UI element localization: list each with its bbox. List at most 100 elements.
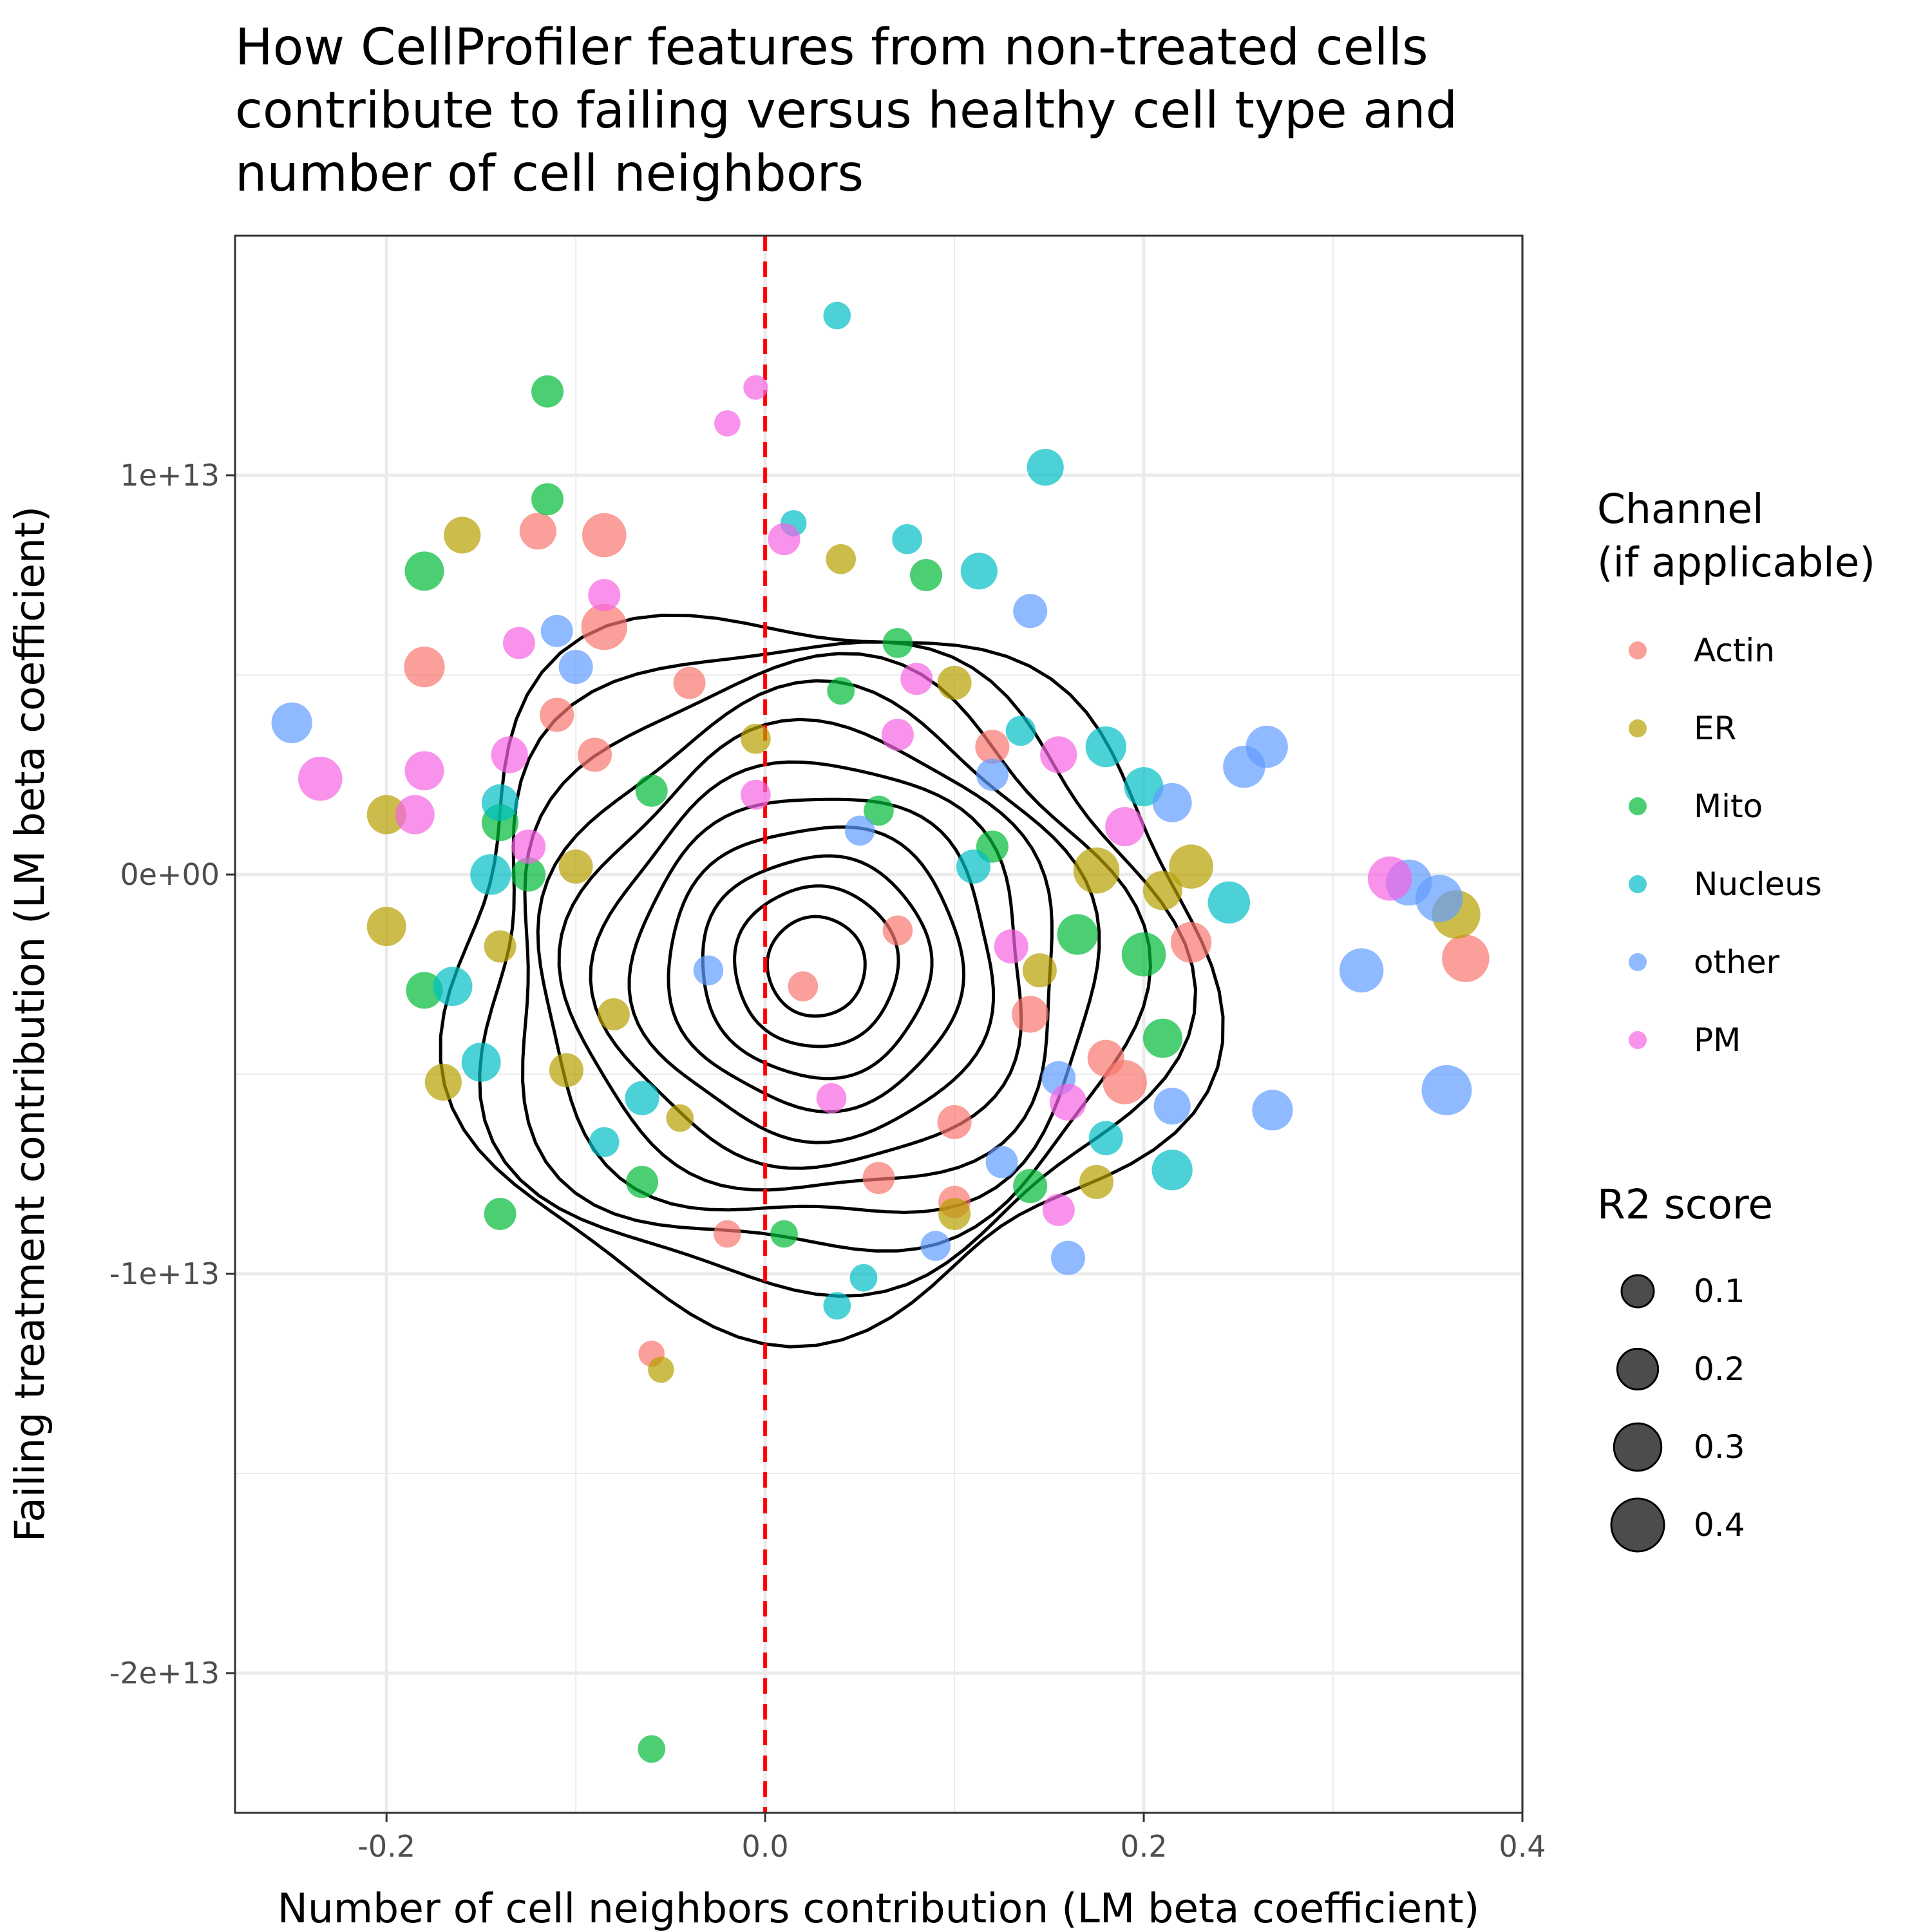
chart-title: How CellProfiler features from non-treat… [235, 19, 1457, 203]
size-legend-title: R2 score [1597, 1181, 1773, 1228]
density-contour [667, 825, 966, 1114]
data-point [1208, 881, 1251, 924]
y-tick-label: 1e+13 [120, 458, 220, 493]
size-legend-label: 0.3 [1694, 1428, 1745, 1466]
x-axis: -0.2 0.0 0.2 0.4 [357, 1813, 1546, 1864]
data-point [1073, 848, 1120, 894]
data-point [433, 967, 473, 1007]
data-point [1050, 1240, 1085, 1275]
size-legend-label: 0.1 [1694, 1273, 1745, 1310]
y-axis: 1e+13 0e+00 -1e+13 -2e+13 [109, 458, 235, 1690]
color-legend-items: Actin ER Mito Nucleus other PM [1629, 632, 1822, 1059]
data-point [1027, 449, 1064, 486]
data-point [635, 774, 668, 807]
legend-label: Actin [1694, 632, 1775, 669]
data-point [938, 1198, 971, 1230]
legend-label: Mito [1694, 788, 1763, 825]
title-line-1: How CellProfiler features from non-treat… [235, 19, 1428, 77]
data-point [693, 955, 724, 986]
data-point [1005, 715, 1036, 746]
data-point [1087, 1039, 1124, 1077]
legend-label: Nucleus [1694, 866, 1822, 903]
data-point [1142, 1018, 1182, 1058]
density-contour [733, 884, 900, 1048]
data-point [920, 1231, 951, 1261]
density-contour [765, 914, 867, 1018]
x-axis-title: Number of cell neighbors contribution (L… [278, 1885, 1480, 1932]
color-legend-title-line-1: Channel [1597, 486, 1764, 533]
data-point [648, 1356, 674, 1383]
data-point [1057, 914, 1098, 955]
data-point [1142, 871, 1182, 911]
data-point [366, 795, 406, 835]
size-legend-items: 0.1 0.2 0.3 0.4 [1610, 1273, 1745, 1553]
data-point [1105, 807, 1145, 847]
size-legend-key [1613, 1422, 1663, 1472]
data-point [743, 375, 768, 400]
title-line-3: number of cell neighbors [235, 145, 864, 203]
data-point [638, 1735, 666, 1763]
data-point [1042, 1193, 1075, 1226]
data-point [1022, 953, 1057, 988]
data-point [540, 614, 573, 647]
data-point [511, 829, 546, 864]
data-point [768, 523, 800, 556]
data-point [881, 719, 914, 751]
x-tick-label: 0.2 [1120, 1829, 1167, 1864]
data-point [882, 628, 913, 658]
data-point [540, 697, 574, 732]
data-point [366, 907, 406, 947]
data-point [531, 375, 564, 408]
data-point [1170, 922, 1212, 963]
data-point [1013, 1169, 1048, 1204]
data-point [900, 663, 933, 696]
data-point [625, 1081, 659, 1115]
data-point [597, 998, 630, 1030]
title-line-2: contribute to failing versus healthy cel… [235, 82, 1457, 140]
data-point [1415, 875, 1463, 922]
data-point [588, 579, 621, 611]
data-point [937, 665, 972, 700]
data-point [470, 854, 511, 895]
legend-key-er [1629, 719, 1647, 737]
data-point [937, 1104, 972, 1139]
data-point [892, 524, 922, 554]
data-point [985, 1146, 1018, 1179]
density-contours [439, 613, 1225, 1349]
density-contour [557, 717, 1054, 1192]
y-tick-label: -2e+13 [109, 1656, 220, 1690]
density-contour [627, 797, 996, 1144]
size-legend-label: 0.4 [1694, 1506, 1745, 1544]
plot-panel [234, 234, 1524, 1814]
data-point [626, 1166, 659, 1198]
data-point [882, 915, 913, 946]
density-contour [521, 652, 1153, 1253]
data-point [558, 650, 593, 685]
data-point [519, 513, 556, 550]
size-legend-key [1610, 1497, 1665, 1553]
data-point [582, 513, 627, 558]
data-point [395, 795, 435, 835]
data-point [994, 929, 1028, 964]
data-point [1223, 745, 1265, 788]
data-point [1049, 1083, 1087, 1121]
legend-key-other [1629, 953, 1647, 971]
data-point [1085, 726, 1126, 768]
data-point [1088, 1121, 1123, 1155]
data-point [714, 410, 741, 437]
panel-background [235, 236, 1522, 1813]
data-point [960, 553, 998, 590]
size-legend-label: 0.2 [1694, 1350, 1745, 1388]
x-tick-label: 0.0 [742, 1829, 789, 1864]
data-point [909, 559, 942, 591]
data-point [444, 516, 481, 554]
density-contour [439, 613, 1225, 1349]
data-point [1012, 996, 1049, 1033]
data-point [1367, 856, 1412, 901]
y-tick-label: 0e+00 [120, 857, 220, 892]
y-tick-label: -1e+13 [109, 1256, 220, 1291]
data-point [481, 784, 519, 821]
data-point [511, 857, 546, 892]
data-point [1421, 1065, 1472, 1115]
legend-key-pm [1629, 1031, 1647, 1049]
